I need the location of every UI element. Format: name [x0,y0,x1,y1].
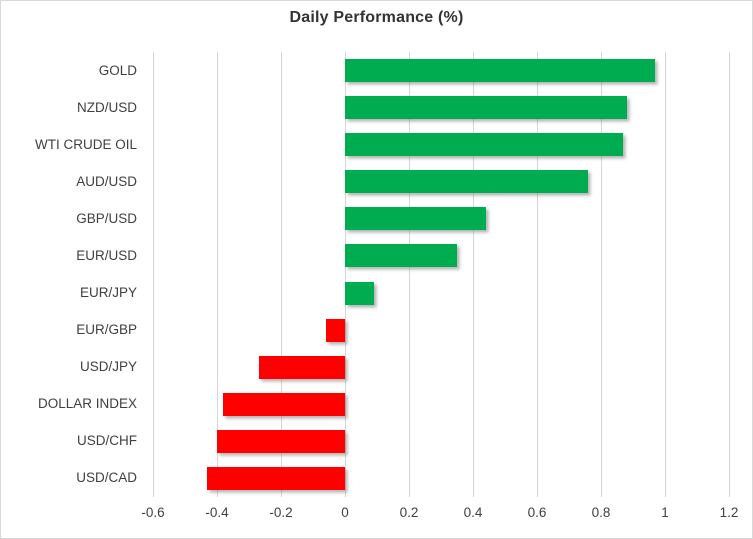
x-tick-label: -0.4 [205,505,229,520]
x-tick-label: 1.2 [719,505,739,520]
category-label: EUR/GBP [76,322,137,338]
category-label: WTI CRUDE OIL [34,136,137,152]
category-label: GBP/USD [76,210,137,226]
bar-usd-chf [217,429,345,453]
chart-title: Daily Performance (%) [289,9,464,26]
gridline [665,52,666,497]
category-label: USD/CAD [76,470,137,486]
category-label: EUR/USD [76,247,137,263]
category-label: AUD/USD [76,173,137,189]
x-tick-label: 0.6 [527,505,547,520]
gridline [473,52,474,497]
bar-nzd-usd [345,96,627,120]
bar-eur-gbp [325,318,345,342]
gridline [729,52,730,497]
gridline [153,52,154,497]
bar-wti-crude-oil [345,133,624,157]
bar-eur-usd [345,244,457,268]
category-label: USD/CHF [77,433,137,449]
gridline [217,52,218,497]
bar-aud-usd [345,170,589,194]
bar-dollar-index [223,392,345,416]
gridline [601,52,602,497]
category-label: DOLLAR INDEX [37,396,137,412]
x-tick-label: 0.8 [591,505,611,520]
bar-gbp-usd [345,207,486,231]
gridline [537,52,538,497]
x-tick-label: 0 [341,505,349,520]
x-tick-label: 1 [661,505,669,520]
x-tick-label: 0.2 [399,505,419,520]
category-label: EUR/JPY [79,285,137,301]
x-tick-label: -0.2 [269,505,293,520]
bar-gold [345,59,656,83]
bar-usd-cad [207,466,345,490]
bar-usd-jpy [258,355,345,379]
x-tick-label: -0.6 [141,505,165,520]
bar-eur-jpy [345,281,374,305]
category-label: GOLD [98,62,137,78]
x-tick-label: 0.4 [463,505,483,520]
category-label: NZD/USD [77,99,137,115]
category-label: USD/JPY [79,359,137,375]
gridline [409,52,410,497]
gridline [345,52,346,497]
gridline [281,52,282,497]
